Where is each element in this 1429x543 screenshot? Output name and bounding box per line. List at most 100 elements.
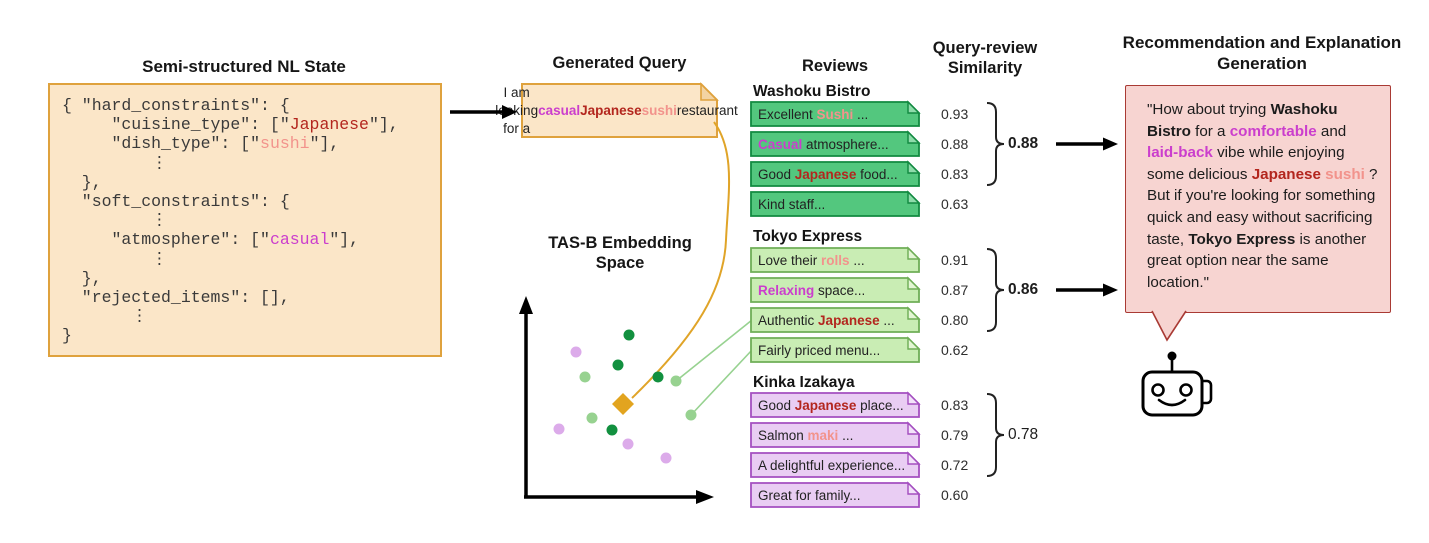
review-card: Kind staff... (750, 190, 921, 217)
review-score: 0.60 (941, 487, 969, 503)
text-segment: A delightful experience... (758, 457, 906, 473)
review-score: 0.72 (941, 457, 969, 473)
review-score: 0.91 (941, 252, 969, 268)
dot-to-review-connector (690, 349, 753, 416)
similarity-to-output-arrow (1056, 137, 1118, 151)
dots-braces-arrows (553, 102, 1118, 477)
highlight-darkred: Japanese (794, 166, 857, 182)
dot-to-review-connector (675, 319, 753, 382)
embedding-dot-dark-green (612, 359, 624, 371)
highlight-salmon: Sushi (816, 106, 854, 122)
text-segment: Salmon (758, 427, 808, 443)
text-segment: ... (838, 427, 854, 443)
text-segment: ⋮ (62, 153, 168, 173)
generated-query-note: I am looking for a casual Japanese sushi… (495, 82, 738, 138)
highlight-magenta: casual (538, 102, 581, 118)
generation-title: Recommendation and Explanation Generatio… (1098, 32, 1426, 74)
review-card: Relaxing space... (750, 276, 921, 303)
embedding-y-axis (519, 296, 533, 497)
text-segment: and (1316, 122, 1347, 140)
code-line: ⋮ (62, 154, 428, 173)
similarity-to-output-arrow (1056, 283, 1118, 297)
embedding-space-title: TAS-B Embedding Space (520, 233, 720, 273)
restaurant-name: Washoku Bistro (753, 83, 871, 100)
embedding-space-title-line2: Space (595, 254, 645, 272)
highlight-darkred: Japanese (794, 397, 857, 413)
text-segment: Excellent (758, 106, 817, 122)
text-segment: "cuisine_type": [" (62, 115, 290, 135)
restaurant-name: Kinka Izakaya (753, 374, 855, 391)
review-text: Relaxing space... (750, 277, 920, 303)
nl-state-title: Semi-structured NL State (142, 57, 346, 76)
code-line: }, (62, 269, 428, 288)
code-line: { "hard_constraints": { (62, 96, 428, 115)
text-segment: Fairly priced menu... (758, 342, 881, 358)
embedding-dot-plum (570, 346, 582, 358)
text-segment: }, (62, 172, 102, 192)
similarity-brace (986, 393, 1005, 477)
text-segment: ... (879, 312, 895, 328)
generation-title-line2: Generation (1217, 54, 1307, 73)
recommendation-speech-bubble: "How about trying Washoku Bistro for a c… (1125, 85, 1391, 313)
note-shape (750, 421, 921, 448)
highlight-magenta: casual (269, 230, 330, 250)
text-segment: "rejected_items": [], (62, 288, 290, 308)
highlight-magenta: comfortable (1229, 122, 1317, 140)
highlight-salmon: rolls (821, 252, 850, 268)
note-shape (750, 190, 921, 217)
restaurant-name: Tokyo Express (753, 228, 863, 245)
code-line: "atmosphere": ["casual"], (62, 230, 428, 249)
highlight-magenta: Relaxing (758, 282, 815, 298)
text-segment: Love their (758, 252, 822, 268)
text-segment: restaurant (676, 102, 738, 118)
robot-icon (1141, 351, 1213, 417)
text-segment: Washoku Bistro (1147, 101, 1338, 140)
text-segment: ... (849, 252, 865, 268)
note-shape (750, 391, 921, 418)
embedding-dot-light-green (685, 409, 697, 421)
review-text: Salmon maki ... (750, 422, 920, 448)
highlight-salmon: maki (807, 427, 839, 443)
text-segment: Good (758, 166, 795, 182)
text-segment: "How about trying (1147, 101, 1271, 118)
text-segment: vibe while enjoying some delicious (1147, 144, 1345, 183)
highlight-salmon: sushi (641, 102, 677, 118)
bubble-tail (1151, 310, 1187, 342)
review-text: Authentic Japanese ... (750, 307, 920, 333)
text-segment: "], (368, 115, 399, 135)
text-segment: ⋮ (62, 249, 168, 269)
text-segment: "], (309, 134, 340, 154)
review-score: 0.62 (941, 342, 969, 358)
text-segment: Good (758, 397, 795, 413)
text-segment: Kind staff... (758, 196, 826, 212)
aggregate-similarity: 0.86 (1008, 281, 1039, 298)
review-text: Love their rolls ... (750, 247, 920, 273)
aggregate-similarity: 0.78 (1008, 426, 1039, 443)
text-segment: }, (62, 268, 102, 288)
embedding-space-title-line1: TAS-B Embedding (548, 234, 692, 252)
review-text: Fairly priced menu... (750, 337, 920, 363)
review-text: Good Japanese place... (750, 392, 920, 418)
note-shape (750, 481, 921, 508)
text-segment: "soft_constraints": { (62, 192, 290, 212)
text-segment: { "hard_constraints": { (62, 96, 290, 115)
embedding-dot-light-green (586, 412, 598, 424)
highlight-magenta: Casual (758, 136, 803, 152)
embedding-dot-plum (553, 423, 565, 435)
text-segment: ⋮ (62, 211, 168, 231)
note-shape (750, 276, 921, 303)
review-card: Good Japanese food... (750, 160, 921, 187)
similarity-title: Query-review Similarity (915, 38, 1055, 78)
review-card: Love their rolls ... (750, 246, 921, 273)
text-segment: I am looking for a (495, 84, 539, 136)
embedding-dot-dark-green (652, 371, 664, 383)
review-text: A delightful experience... (750, 452, 920, 478)
text-segment: Great for family... (758, 487, 861, 503)
similarity-title-line2: Similarity (947, 59, 1023, 77)
embedding-dot-light-green (670, 375, 682, 387)
code-line: ⋮ (62, 307, 428, 326)
reviews-title: Reviews (801, 57, 869, 75)
highlight-salmon: sushi (260, 134, 310, 154)
review-score: 0.80 (941, 312, 969, 328)
